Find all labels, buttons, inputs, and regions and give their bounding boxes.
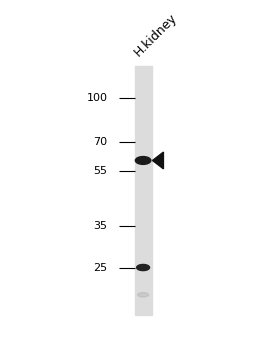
Polygon shape <box>153 152 163 169</box>
Text: 70: 70 <box>93 136 108 147</box>
Ellipse shape <box>138 293 148 297</box>
Text: 55: 55 <box>93 166 108 176</box>
Text: 25: 25 <box>93 262 108 273</box>
Text: 100: 100 <box>86 93 108 103</box>
Text: 35: 35 <box>93 221 108 231</box>
Text: H.kidney: H.kidney <box>132 11 180 59</box>
Bar <box>135 66 152 315</box>
Ellipse shape <box>137 265 150 270</box>
Ellipse shape <box>135 156 151 164</box>
